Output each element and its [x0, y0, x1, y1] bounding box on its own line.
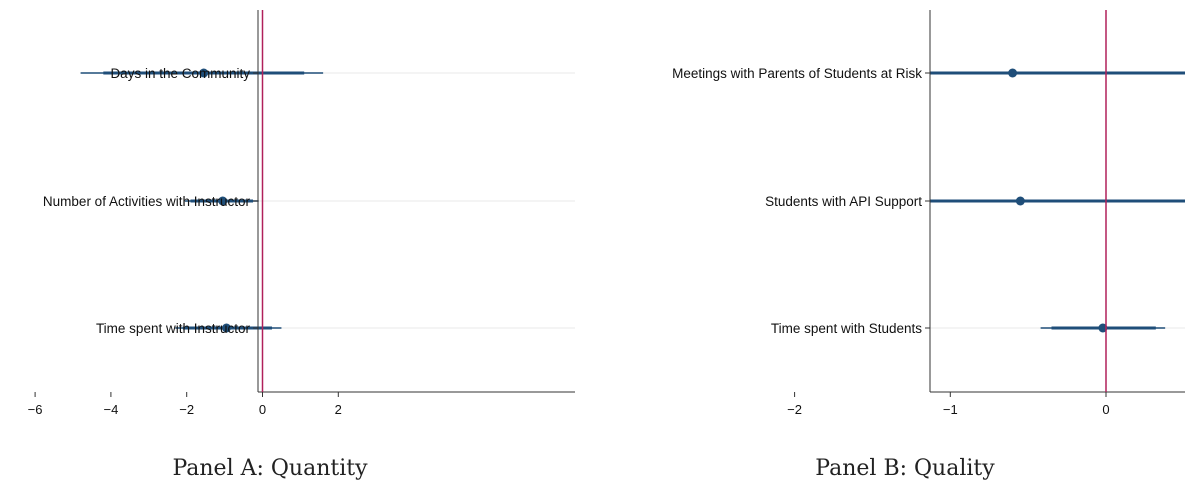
panel-a-x-tick-label: −4: [103, 402, 118, 417]
panel-b-estimate-point: [1098, 323, 1108, 333]
panel-a-y-tick-label: Days in the Community: [110, 66, 250, 81]
panel-b-y-tick-label: Time spent with Students: [771, 321, 922, 336]
panel-a-estimate-point: [199, 68, 209, 78]
panel-b-title: Panel B: Quality: [815, 456, 995, 481]
panel-b-estimate-point: [1015, 196, 1025, 206]
panel-a-estimate-point: [221, 323, 231, 333]
panel-b-plot-area: [930, 68, 1185, 333]
panel-a-title: Panel A: Quantity: [172, 456, 368, 481]
panel-b-x-tick-label: −1: [943, 402, 958, 417]
panel-a-y-tick-label: Number of Activities with Instructor: [43, 194, 251, 209]
panel-a-plot-area: [80, 68, 575, 333]
panel-a-y-tick-label: Time spent with Instructor: [96, 321, 251, 336]
panel-a-x-tick-label: 2: [335, 402, 342, 417]
panel-a-x-tick-label: 0: [259, 402, 266, 417]
panel-b-x-tick-label: 0: [1102, 402, 1109, 417]
panel-a-chart: Days in the Community Number of Activitie…: [28, 10, 575, 417]
panel-a-x-tick-label: −2: [179, 402, 194, 417]
panel-b-y-tick-label: Meetings with Parents of Students at Ris…: [672, 66, 922, 81]
panel-b-y-tick-label: Students with API Support: [765, 194, 922, 209]
panel-b-estimate-point: [1008, 68, 1018, 78]
panel-b-x-tick-label: −2: [787, 402, 802, 417]
panel-a-estimate-point: [218, 196, 228, 206]
panel-a-x-tick-label: −6: [28, 402, 43, 417]
panel-b-chart: Meetings with Parents of Students at Ris…: [672, 10, 1185, 417]
